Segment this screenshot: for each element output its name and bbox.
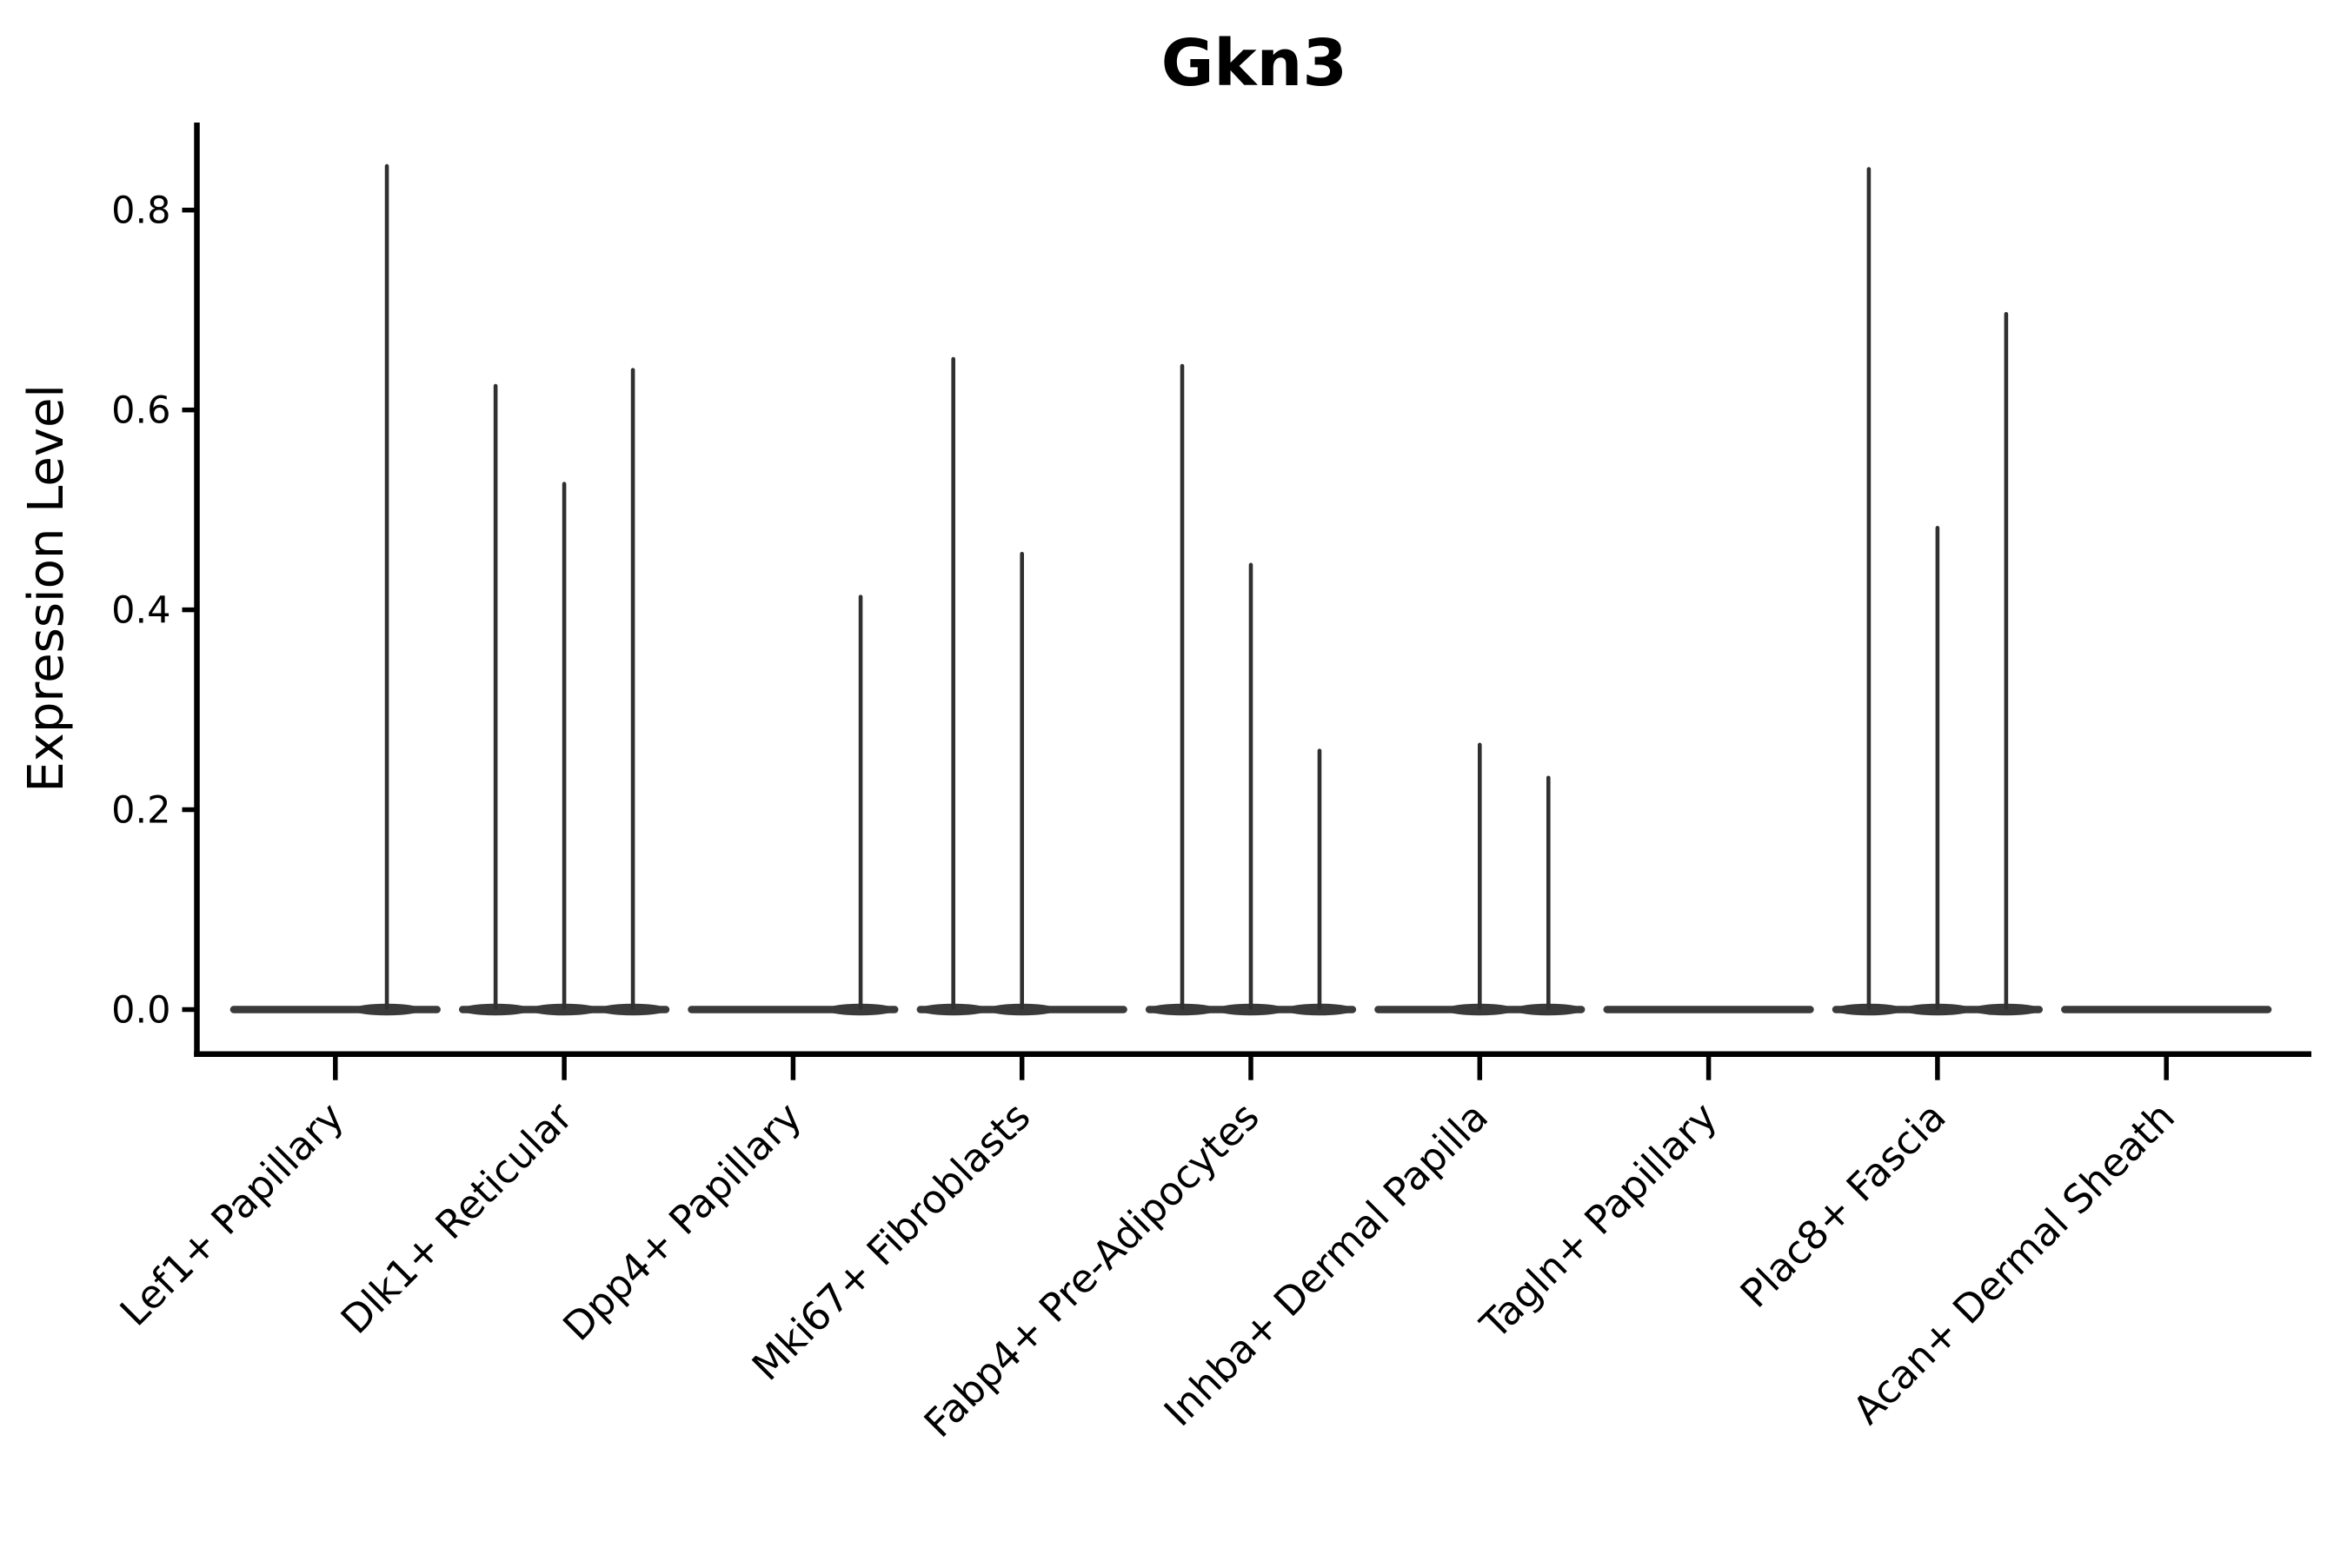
- y-tick-label: 0.2: [111, 789, 170, 833]
- y-tick-label: 0.6: [111, 389, 170, 433]
- x-tick-label: Lef1+ Papillary: [111, 1093, 353, 1335]
- x-tick-label: Tagln+ Papillary: [1471, 1093, 1725, 1348]
- violin-group: [1603, 1006, 1814, 1013]
- chart-title: Gkn3: [1161, 26, 1347, 101]
- violin-base: [1603, 1006, 1814, 1013]
- violin-group: [688, 595, 899, 1016]
- y-tick-label: 0.0: [111, 989, 170, 1033]
- x-tick-label: Dpp4+ Papillary: [554, 1093, 810, 1350]
- x-tick-label: Plac8+ Fascia: [1732, 1093, 1955, 1317]
- violin-group: [229, 163, 441, 1016]
- violin-group: [1832, 167, 2044, 1016]
- violin-group: [2061, 1006, 2272, 1013]
- violin-group: [458, 368, 670, 1016]
- violin-group: [1145, 363, 1357, 1016]
- y-axis-label: Expression Level: [18, 384, 75, 793]
- violin-group: [1374, 742, 1586, 1016]
- violin-base: [2061, 1006, 2272, 1013]
- x-tick-label: Dlk1+ Reticular: [332, 1093, 582, 1343]
- y-tick-label: 0.4: [111, 589, 170, 633]
- y-tick-label: 0.8: [111, 189, 170, 233]
- violin-group: [916, 356, 1127, 1016]
